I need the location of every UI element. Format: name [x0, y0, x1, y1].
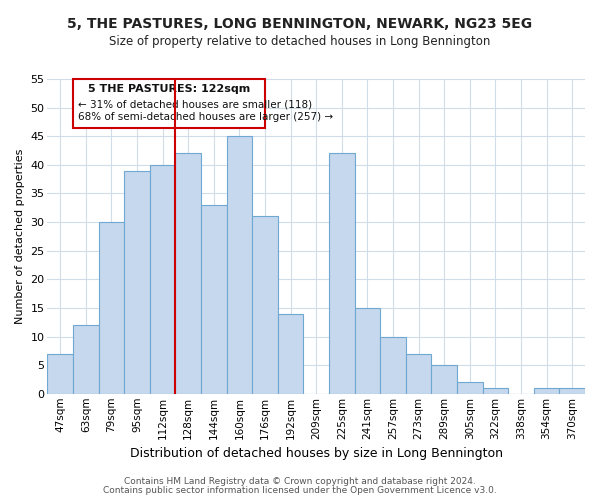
- Bar: [47, 354, 73, 394]
- Bar: [227, 136, 252, 394]
- Text: Contains public sector information licensed under the Open Government Licence v3: Contains public sector information licen…: [103, 486, 497, 495]
- Bar: [73, 325, 98, 394]
- Bar: [278, 314, 304, 394]
- Bar: [329, 154, 355, 394]
- Bar: [457, 382, 482, 394]
- Bar: [559, 388, 585, 394]
- Bar: [355, 308, 380, 394]
- Bar: [534, 388, 559, 394]
- Bar: [124, 170, 150, 394]
- Bar: [73, 79, 265, 128]
- Bar: [252, 216, 278, 394]
- Text: 5 THE PASTURES: 122sqm: 5 THE PASTURES: 122sqm: [88, 84, 250, 94]
- Text: 5, THE PASTURES, LONG BENNINGTON, NEWARK, NG23 5EG: 5, THE PASTURES, LONG BENNINGTON, NEWARK…: [67, 18, 533, 32]
- Text: ← 31% of detached houses are smaller (118): ← 31% of detached houses are smaller (11…: [78, 99, 313, 109]
- Y-axis label: Number of detached properties: Number of detached properties: [15, 148, 25, 324]
- Text: Size of property relative to detached houses in Long Bennington: Size of property relative to detached ho…: [109, 35, 491, 48]
- Bar: [150, 165, 175, 394]
- Bar: [201, 205, 227, 394]
- Bar: [98, 222, 124, 394]
- Bar: [431, 365, 457, 394]
- X-axis label: Distribution of detached houses by size in Long Bennington: Distribution of detached houses by size …: [130, 447, 503, 460]
- Bar: [175, 154, 201, 394]
- Bar: [406, 354, 431, 394]
- Text: 68% of semi-detached houses are larger (257) →: 68% of semi-detached houses are larger (…: [78, 112, 334, 122]
- Bar: [482, 388, 508, 394]
- Text: Contains HM Land Registry data © Crown copyright and database right 2024.: Contains HM Land Registry data © Crown c…: [124, 477, 476, 486]
- Bar: [380, 336, 406, 394]
